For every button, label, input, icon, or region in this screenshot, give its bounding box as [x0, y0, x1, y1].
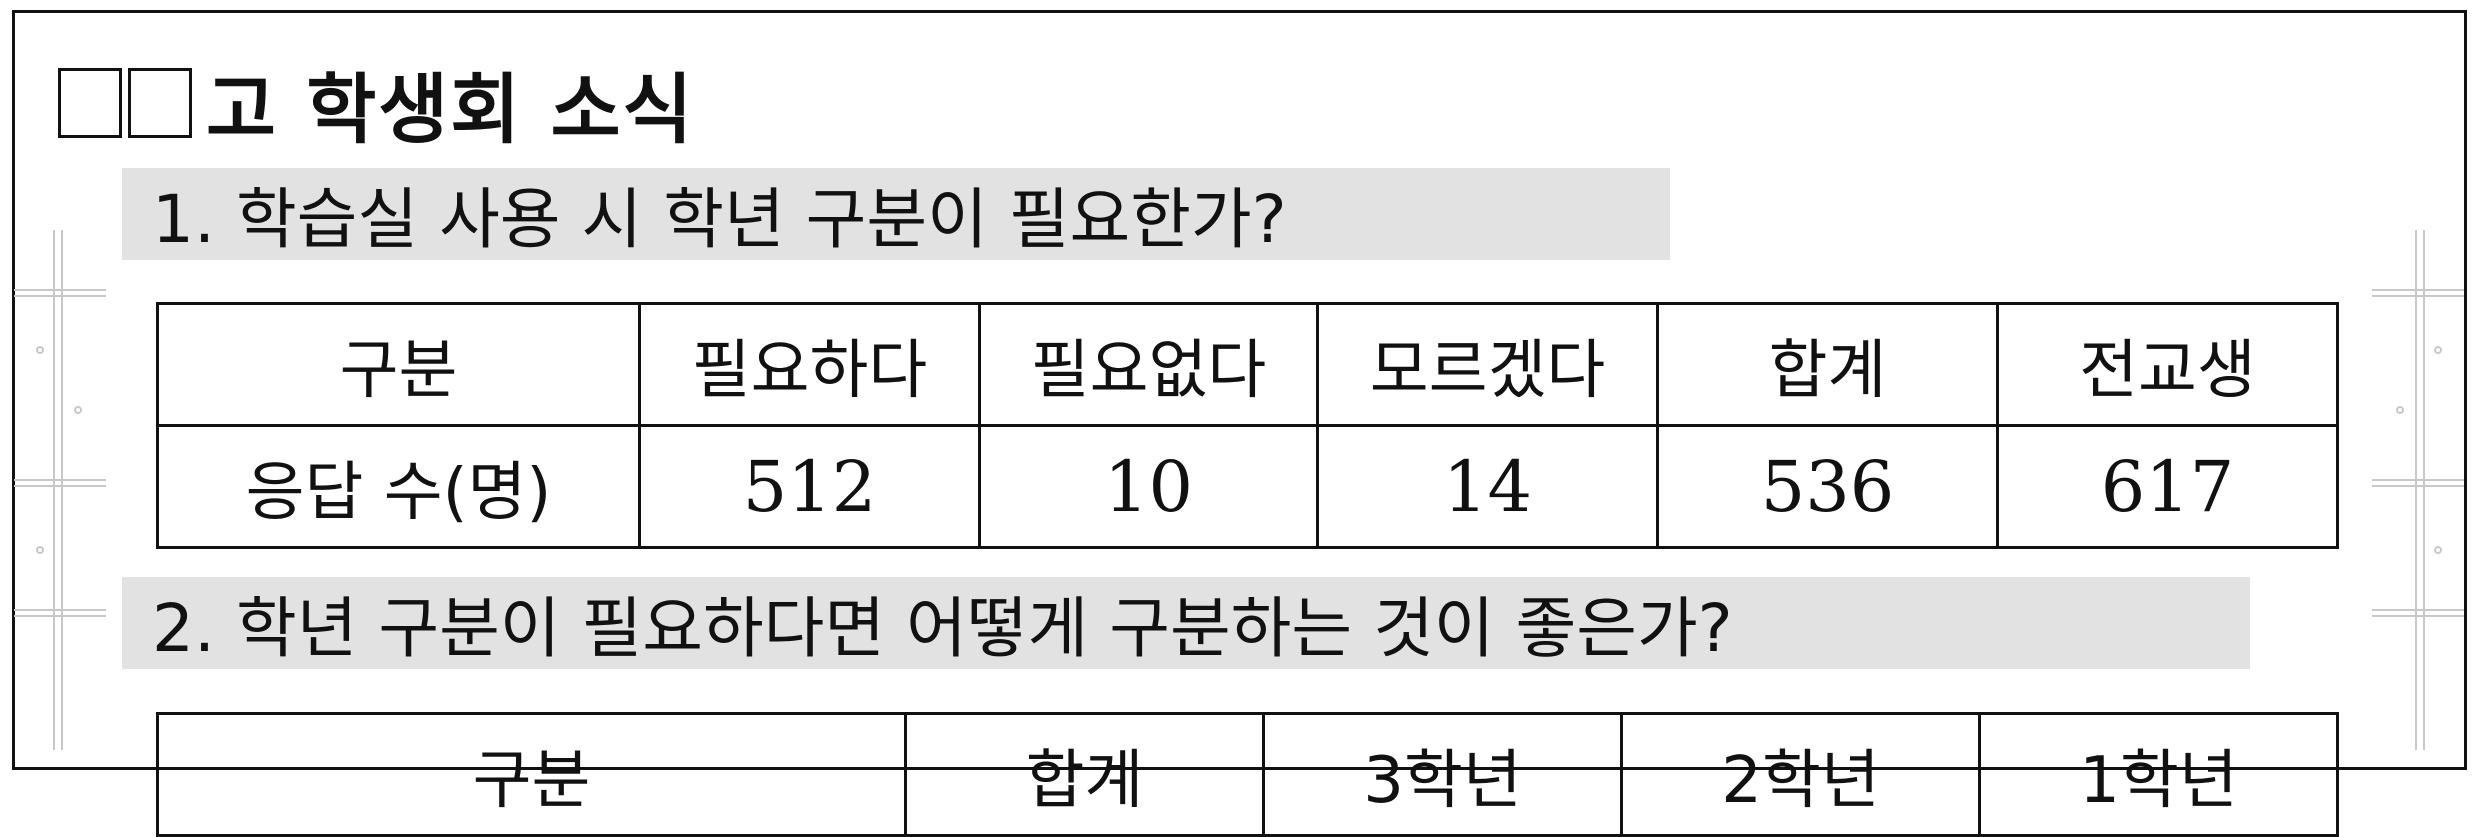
page-title: 고 학생회 소식 — [58, 58, 694, 154]
table-cell: 10 — [978, 424, 1319, 549]
table-cell: 14 — [1316, 424, 1659, 549]
table-cell: 512 — [638, 424, 981, 549]
question-2-table: 구분 합계 3학년 2학년 1학년 — [156, 712, 2339, 837]
title-text: 고 학생회 소식 — [206, 65, 695, 154]
decorative-border-ornament-left — [14, 230, 106, 750]
question-1-table: 구분 필요하다 필요없다 모르겠다 합계 전교생 응답 수(명) 512 10 … — [156, 302, 2339, 549]
table-row-label: 응답 수(명) — [156, 424, 641, 549]
decorative-border-ornament-right — [2372, 230, 2464, 750]
table-cell: 617 — [1996, 424, 2339, 549]
table-header-cell: 필요없다 — [978, 302, 1319, 427]
question-2-heading: 2. 학년 구분이 필요하다면 어떻게 구분하는 것이 좋은가? — [122, 577, 2250, 669]
table-header-cell: 구분 — [156, 302, 641, 427]
blank-box-icon — [128, 68, 192, 138]
table-cell: 536 — [1656, 424, 1999, 549]
table-header-cell: 1학년 — [1978, 712, 2339, 837]
blank-box-icon — [58, 68, 122, 138]
table-header-cell: 합계 — [1656, 302, 1999, 427]
table-header-cell: 3학년 — [1262, 712, 1623, 837]
table-header-cell: 구분 — [156, 712, 907, 837]
table-header-cell: 2학년 — [1620, 712, 1981, 837]
table-header-row: 구분 필요하다 필요없다 모르겠다 합계 전교생 — [156, 302, 2339, 427]
table-header-cell: 전교생 — [1996, 302, 2339, 427]
table-header-cell: 모르겠다 — [1316, 302, 1659, 427]
question-1-heading: 1. 학습실 사용 시 학년 구분이 필요한가? — [122, 168, 1670, 260]
table-header-row: 구분 합계 3학년 2학년 1학년 — [156, 712, 2339, 837]
table-header-cell: 필요하다 — [638, 302, 981, 427]
table-row: 응답 수(명) 512 10 14 536 617 — [156, 424, 2339, 549]
table-header-cell: 합계 — [904, 712, 1265, 837]
